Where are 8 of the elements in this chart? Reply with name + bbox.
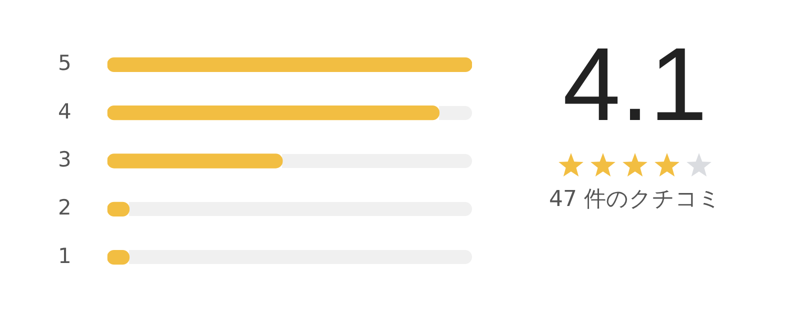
y-tick-label: 4 [58, 99, 72, 124]
bar [107, 57, 472, 72]
y-tick-label: 2 [58, 196, 72, 220]
y-tick-label: 5 [58, 51, 72, 76]
y-tick-label: 3 [58, 147, 72, 172]
y-tick-label: 1 [58, 244, 72, 268]
text: 4.1 [562, 27, 708, 143]
text: 47 件のクチコミ [548, 186, 722, 214]
